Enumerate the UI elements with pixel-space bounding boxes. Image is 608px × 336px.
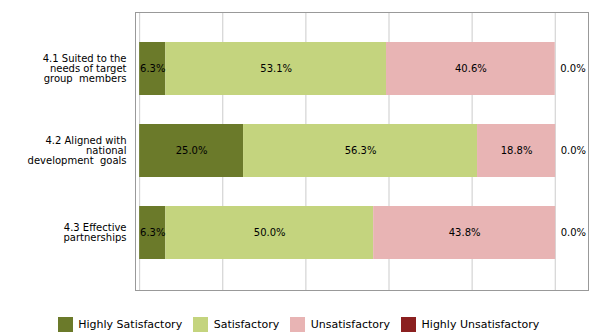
svg-text:4.3 Effectivepartnerships: 4.3 Effectivepartnerships	[64, 222, 127, 243]
svg-text:53.1%: 53.1%	[260, 63, 292, 74]
svg-text:0.0%: 0.0%	[561, 227, 586, 238]
svg-text:6.3%: 6.3%	[140, 227, 165, 238]
svg-text:56.3%: 56.3%	[345, 145, 377, 156]
svg-text:40.6%: 40.6%	[455, 63, 487, 74]
svg-text:4.2 Aligned withnationaldevelo: 4.2 Aligned withnationaldevelopment goal…	[28, 135, 127, 166]
html-text:Satisfactory: Satisfactory	[213, 318, 280, 331]
svg-text:25.0%: 25.0%	[176, 145, 208, 156]
svg-text:0.0%: 0.0%	[561, 145, 586, 156]
svg-text:18.8%: 18.8%	[501, 145, 533, 156]
html-text:Highly Unsatisfactory: Highly Unsatisfactory	[421, 318, 540, 331]
html-text:Highly Satisfactory: Highly Satisfactory	[78, 318, 183, 331]
svg-text:50.0%: 50.0%	[254, 227, 286, 238]
svg-text:0.0%: 0.0%	[560, 63, 585, 74]
svg-text:6.3%: 6.3%	[140, 63, 165, 74]
svg-text:43.8%: 43.8%	[449, 227, 481, 238]
svg-text:4.1 Suited to theneeds of targ: 4.1 Suited to theneeds of targetgroup me…	[43, 53, 127, 84]
html-text:Unsatisfactory: Unsatisfactory	[310, 318, 391, 331]
